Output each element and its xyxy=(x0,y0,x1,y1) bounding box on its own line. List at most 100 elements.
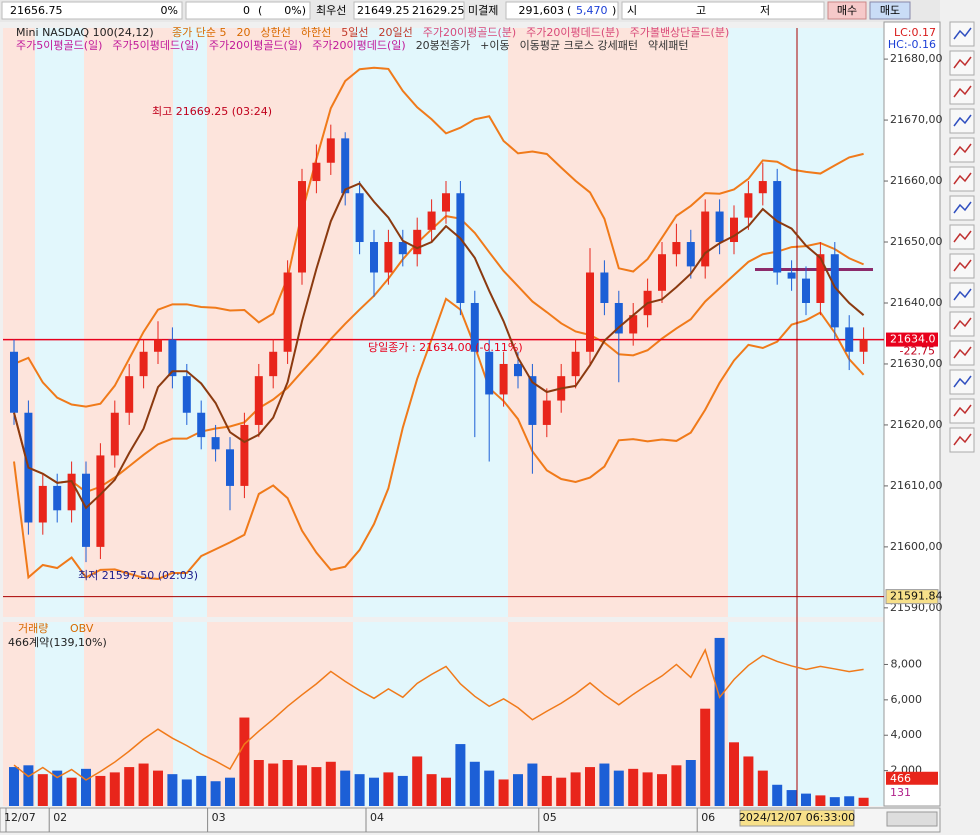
volume-bar xyxy=(210,781,221,806)
hc-label: HC:-0.16 xyxy=(888,38,936,51)
x-tick-label: 03 xyxy=(212,811,226,824)
volume-bar xyxy=(52,770,63,806)
candle-body xyxy=(730,217,738,243)
diff-label: -22.75 xyxy=(900,345,935,358)
volume-bar xyxy=(109,772,120,806)
scrollbar xyxy=(886,811,938,827)
tool-icon xyxy=(953,288,972,301)
lc-label: LC:0.17 xyxy=(894,26,936,39)
volume-bar xyxy=(95,775,106,806)
open-label: 시 xyxy=(627,4,637,17)
tool-button[interactable] xyxy=(949,21,975,47)
candle-body xyxy=(154,339,162,352)
candle-body xyxy=(240,424,249,486)
volume-bar xyxy=(844,796,855,806)
candle-body xyxy=(269,351,278,377)
oi-box xyxy=(505,1,619,20)
volume-bar xyxy=(671,765,682,806)
volume-bar xyxy=(383,772,394,806)
legend-item: 5일선 xyxy=(341,25,368,39)
session-shade xyxy=(728,28,884,617)
tool-icon xyxy=(953,56,972,69)
candle-body xyxy=(298,181,306,273)
ohl-box xyxy=(621,1,825,20)
volume-bar xyxy=(239,717,250,806)
high-annotation: 최고 21669.25 (03:24) xyxy=(152,105,272,118)
buy-label[interactable]: 매수 xyxy=(837,4,857,17)
axis-area xyxy=(883,21,941,807)
tool-button[interactable] xyxy=(949,79,975,105)
candle-body xyxy=(427,211,436,230)
volume-bar xyxy=(412,756,423,806)
low-label: 저 xyxy=(760,4,770,17)
candle-body xyxy=(470,302,479,352)
tool-icon xyxy=(953,172,972,185)
candle-body xyxy=(571,351,580,377)
legend-item: 약세패턴 xyxy=(648,38,688,52)
candle-body xyxy=(802,278,810,303)
volume-bar xyxy=(37,774,48,806)
buy-button[interactable] xyxy=(827,1,867,20)
high-label: 고 xyxy=(696,4,706,17)
volume-bar xyxy=(153,770,163,806)
y-tick-label: 4,000 xyxy=(891,728,923,741)
legend-item: 주가5이평골드(일) xyxy=(16,38,102,52)
candle-body xyxy=(859,339,868,352)
volume-bar xyxy=(66,777,77,806)
sell-button[interactable] xyxy=(869,1,911,20)
candle-body xyxy=(211,437,220,450)
paren: ( xyxy=(258,4,262,17)
y-tick-label: 21600,00 xyxy=(890,540,943,553)
tool-button[interactable] xyxy=(949,108,975,134)
volume-bar xyxy=(426,774,437,806)
candle-body xyxy=(629,315,638,334)
legend-item: 하한선 xyxy=(301,25,331,39)
volume-bar xyxy=(282,760,293,806)
bollinger-lower xyxy=(13,297,865,581)
candle-body xyxy=(413,229,422,255)
volume-bar xyxy=(628,768,639,806)
tool-icon xyxy=(953,114,972,127)
candle-body xyxy=(139,351,148,377)
session-shade xyxy=(173,28,207,617)
session-shade xyxy=(353,28,508,617)
volume-bar xyxy=(513,774,523,806)
x-tick-label: 04 xyxy=(370,811,384,824)
candle-body xyxy=(197,412,206,438)
oi-label: 미결제 xyxy=(468,4,498,17)
y-tick-label: 21670,00 xyxy=(890,113,943,126)
legend-item: 주가5이평데드(일) xyxy=(112,38,198,52)
candle-body xyxy=(254,376,263,425)
change-pct: 0% xyxy=(161,4,178,17)
candle-body xyxy=(38,485,47,523)
volume-bar xyxy=(541,775,552,806)
last-volume-label: 466 xyxy=(890,772,911,785)
moving-average-5 xyxy=(13,182,865,510)
volume-bar xyxy=(9,767,19,806)
legend-item: 20봉전종가 xyxy=(416,39,470,52)
candle-body xyxy=(600,272,609,303)
candle-body xyxy=(542,400,551,425)
tool-icon xyxy=(953,317,972,330)
volume-bar xyxy=(527,763,538,806)
tool-icon xyxy=(953,27,972,40)
volume-bar xyxy=(585,767,595,806)
volume-bar xyxy=(181,779,192,806)
tool-icon xyxy=(953,404,972,417)
oi-close: ) xyxy=(612,4,616,17)
candle-body xyxy=(528,376,537,425)
sell-label[interactable]: 매도 xyxy=(880,4,900,17)
candle-body xyxy=(816,254,825,303)
oi: 291,603 xyxy=(519,4,565,17)
volume-bar xyxy=(685,760,696,806)
volume-bar xyxy=(124,767,135,806)
candle-body xyxy=(82,473,90,547)
candle-body xyxy=(110,412,119,456)
candle-body xyxy=(658,254,666,291)
volume-bar xyxy=(613,770,624,806)
volume-bar xyxy=(325,761,336,806)
x-tick-label: 05 xyxy=(543,811,557,824)
session-shade xyxy=(728,622,884,806)
y-tick-label: 21650,00 xyxy=(890,235,943,248)
